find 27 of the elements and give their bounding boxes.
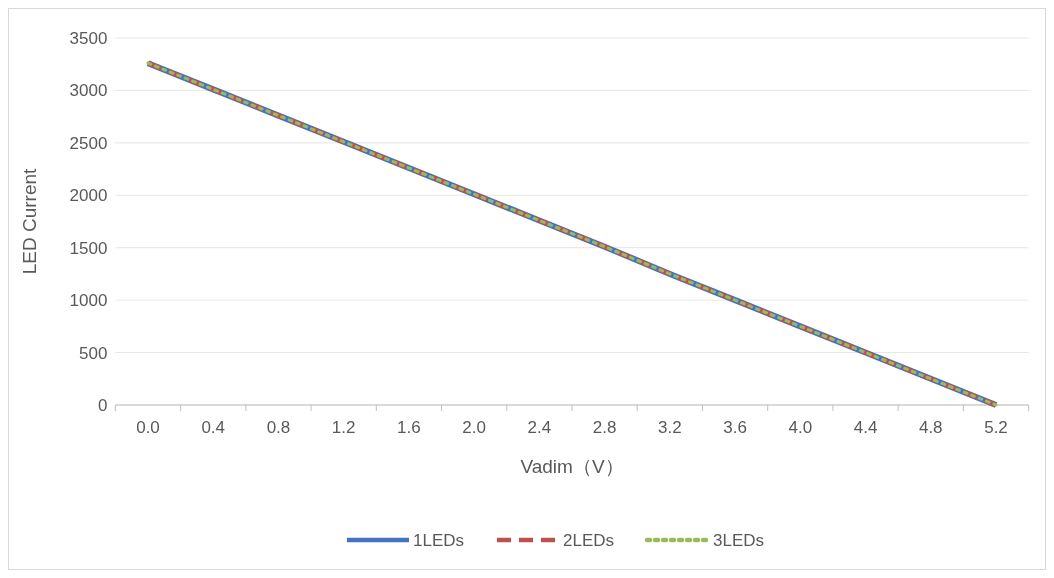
legend-label: 2LEDs — [563, 530, 615, 550]
x-tick-label: 0.8 — [266, 418, 291, 437]
legend-label: 3LEDs — [713, 530, 765, 550]
y-tick-label: 3500 — [69, 28, 108, 48]
x-tick-label: 4.4 — [853, 418, 878, 437]
x-tick-label: 2.4 — [527, 418, 552, 437]
y-tick-label: 2000 — [69, 186, 108, 206]
x-tick-label: 4.8 — [918, 418, 943, 437]
x-tick-label: 2.0 — [462, 418, 486, 437]
y-tick-label: 1500 — [69, 238, 108, 258]
legend-label: 1LEDs — [413, 530, 465, 550]
y-tick-label: 0 — [97, 395, 108, 415]
x-tick-label: 0.0 — [136, 418, 160, 437]
y-tick-label: 3000 — [69, 81, 108, 101]
x-tick-label: 1.2 — [331, 418, 356, 437]
x-tick-label: 0.4 — [201, 418, 226, 437]
x-tick-label: 3.2 — [658, 418, 682, 437]
y-tick-label: 1000 — [69, 291, 108, 311]
x-tick-label: 5.2 — [984, 418, 1008, 437]
x-tick-label: 2.8 — [592, 418, 617, 437]
y-tick-label: 500 — [79, 343, 108, 363]
x-tick-label: 4.0 — [788, 418, 813, 437]
y-tick-label: 2500 — [69, 133, 108, 153]
x-tick-label: 1.6 — [397, 418, 421, 437]
y-axis-title: LED Current — [19, 167, 40, 275]
x-tick-label: 3.6 — [723, 418, 747, 437]
x-axis-title: Vadim（V） — [520, 456, 624, 477]
